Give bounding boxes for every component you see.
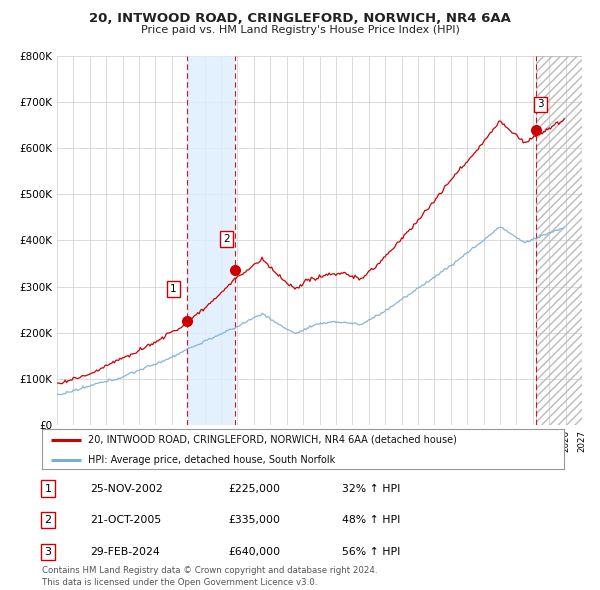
Text: 3: 3 <box>537 100 544 110</box>
Text: 29-FEB-2024: 29-FEB-2024 <box>90 548 160 557</box>
Text: 1: 1 <box>170 284 177 294</box>
Text: Price paid vs. HM Land Registry's House Price Index (HPI): Price paid vs. HM Land Registry's House … <box>140 25 460 35</box>
Text: £225,000: £225,000 <box>228 484 280 493</box>
Text: 21-OCT-2005: 21-OCT-2005 <box>90 516 161 525</box>
Text: £640,000: £640,000 <box>228 548 280 557</box>
Text: 2: 2 <box>44 516 52 525</box>
Text: 20, INTWOOD ROAD, CRINGLEFORD, NORWICH, NR4 6AA (detached house): 20, INTWOOD ROAD, CRINGLEFORD, NORWICH, … <box>88 435 457 445</box>
Text: 56% ↑ HPI: 56% ↑ HPI <box>342 548 400 557</box>
Text: Contains HM Land Registry data © Crown copyright and database right 2024.
This d: Contains HM Land Registry data © Crown c… <box>42 566 377 587</box>
Text: 3: 3 <box>44 548 52 557</box>
Text: 25-NOV-2002: 25-NOV-2002 <box>90 484 163 493</box>
Text: 2: 2 <box>223 234 230 244</box>
Bar <box>536 56 582 425</box>
Text: 48% ↑ HPI: 48% ↑ HPI <box>342 516 400 525</box>
Text: 1: 1 <box>44 484 52 493</box>
Text: HPI: Average price, detached house, South Norfolk: HPI: Average price, detached house, Sout… <box>88 455 335 466</box>
Bar <box>187 56 235 425</box>
Text: 20, INTWOOD ROAD, CRINGLEFORD, NORWICH, NR4 6AA: 20, INTWOOD ROAD, CRINGLEFORD, NORWICH, … <box>89 12 511 25</box>
Text: £335,000: £335,000 <box>228 516 280 525</box>
Text: 32% ↑ HPI: 32% ↑ HPI <box>342 484 400 493</box>
